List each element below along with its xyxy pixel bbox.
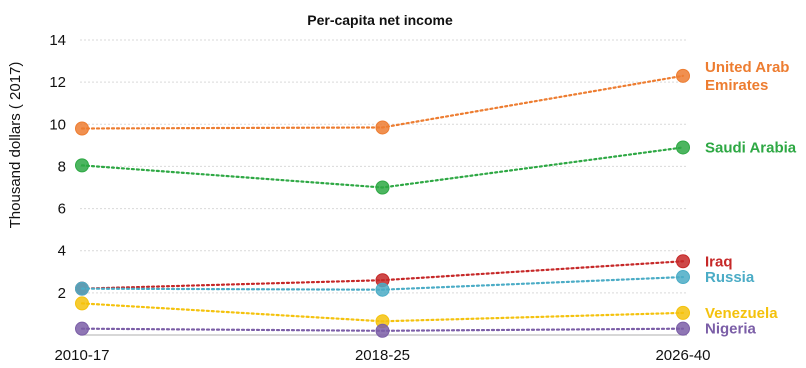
series-group xyxy=(75,68,690,338)
data-point xyxy=(75,121,89,136)
series-label: Russia xyxy=(705,269,755,286)
series-venezuela xyxy=(75,296,690,329)
data-point xyxy=(375,282,390,297)
series-label: Saudi Arabia xyxy=(705,139,797,156)
y-axis-ticks: 2 4 6 8 10 12 14 xyxy=(49,32,66,302)
series-label: Venezuela xyxy=(705,305,778,322)
series-label: Nigeria xyxy=(705,321,757,338)
series-united-arab-emirates xyxy=(75,68,690,136)
series-nigeria xyxy=(75,321,690,338)
data-point xyxy=(676,68,690,83)
series-label: Iraq xyxy=(705,253,733,270)
y-axis-label: Thousand dollars ( 2017) xyxy=(7,62,24,229)
y-tick-label: 4 xyxy=(58,243,66,260)
data-point xyxy=(676,254,690,269)
series-label: United Arab xyxy=(705,59,789,76)
y-tick-label: 2 xyxy=(58,285,66,302)
data-point xyxy=(375,180,390,195)
data-point xyxy=(375,323,390,338)
x-axis-ticks: 2010-17 2018-25 2026-40 xyxy=(54,347,710,364)
series-saudi-arabia xyxy=(75,140,690,195)
data-point xyxy=(75,321,89,336)
data-point xyxy=(375,120,390,135)
data-point xyxy=(676,305,690,320)
data-point xyxy=(676,140,690,155)
series-label: Emirates xyxy=(705,77,768,94)
data-point xyxy=(75,281,89,296)
chart-title: Per-capita net income xyxy=(307,12,453,28)
y-tick-label: 8 xyxy=(58,158,66,175)
y-tick-label: 14 xyxy=(49,32,66,49)
x-tick-label: 2018-25 xyxy=(355,347,410,364)
data-point xyxy=(676,270,690,285)
data-point xyxy=(676,321,690,336)
data-point xyxy=(75,158,89,173)
y-tick-label: 6 xyxy=(58,201,66,218)
y-tick-label: 12 xyxy=(49,74,66,91)
x-tick-label: 2010-17 xyxy=(54,347,109,364)
series-russia xyxy=(75,270,690,297)
data-point xyxy=(75,296,89,311)
x-tick-label: 2026-40 xyxy=(655,347,710,364)
y-tick-label: 10 xyxy=(49,116,66,133)
